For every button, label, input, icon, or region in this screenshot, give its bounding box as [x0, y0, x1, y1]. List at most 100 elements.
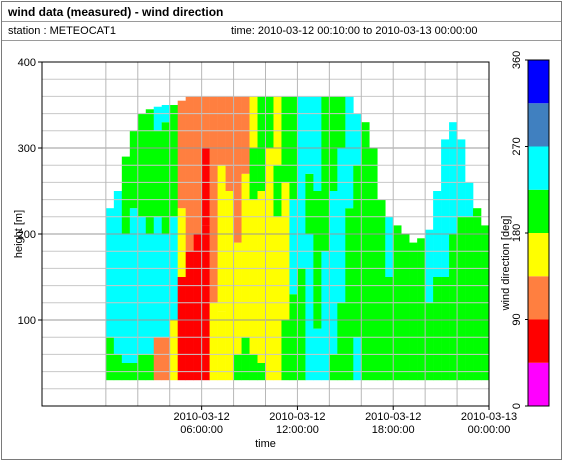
heatmap-cell: [169, 105, 178, 217]
heatmap-cell: [201, 96, 210, 148]
y-tick-label: 400: [18, 57, 36, 69]
heatmap-cell: [153, 216, 163, 338]
heatmap-cell: [153, 337, 163, 381]
heatmap-cell: [233, 242, 242, 355]
heatmap-cell: [137, 354, 147, 381]
heatmap-cell: [425, 302, 434, 381]
heatmap-cell: [417, 238, 426, 381]
heatmap-cell: [105, 337, 115, 381]
colorbar-label: wind direction [deg]: [500, 216, 512, 312]
x-axis-label: time: [255, 438, 276, 450]
time-range-label: time: 2010-03-12 00:10:00 to 2010-03-13 …: [231, 25, 478, 37]
heatmap-cell: [217, 165, 226, 312]
heatmap-cell: [201, 148, 210, 226]
station-label: station : METEOCAT1: [8, 25, 116, 37]
colorbar-tick-label: 90: [511, 313, 523, 325]
heatmap-cell: [305, 234, 314, 381]
x-tick-label: 12:00:00: [276, 424, 319, 436]
heatmap-cell: [409, 242, 418, 381]
heatmap-cell: [385, 216, 394, 277]
heatmap-cell: [185, 96, 194, 252]
heatmap-cell: [217, 311, 226, 381]
colorbar-bin: [528, 189, 549, 233]
info-bar: station : METEOCAT1 time: 2010-03-12 00:…: [2, 22, 561, 41]
heatmap-cell: [289, 199, 298, 295]
heatmap-cell: [153, 106, 163, 131]
heatmap-cell: [209, 302, 218, 381]
heatmap-cell: [465, 216, 474, 381]
colorbar-tick-label: 360: [511, 51, 523, 69]
x-tick-label: 2010-03-12: [365, 411, 421, 423]
heatmap-cell: [401, 234, 410, 381]
colorbar-tick-label: 0: [511, 403, 523, 409]
heatmap-cell: [161, 337, 171, 381]
title-bar: wind data (measured) - wind direction: [2, 2, 561, 22]
x-tick-label: 00:00:00: [468, 424, 511, 436]
colorbar-bin: [528, 362, 549, 406]
y-axis-label: height [m]: [13, 210, 25, 258]
heatmap-cell: [457, 139, 466, 217]
heatmap-cell: [193, 234, 202, 381]
heatmap-cell: [273, 216, 282, 381]
heatmap-cell: [337, 148, 346, 303]
heatmap-cell: [377, 199, 386, 381]
heatmap-cell: [329, 96, 338, 191]
heatmap-cell: [433, 277, 442, 381]
heatmap-cell: [177, 100, 186, 209]
heatmap-cell: [209, 182, 218, 303]
heatmap-cell: [473, 208, 482, 381]
heatmap-cell: [281, 96, 290, 183]
heatmap-cell: [233, 354, 242, 381]
heatmap-cell: [185, 251, 194, 381]
colorbar-tick-label: 270: [511, 137, 523, 155]
heatmap-cell: [257, 191, 266, 363]
heatmap-cell: [321, 251, 330, 381]
heatmap-cell: [265, 148, 274, 381]
x-tick-label: 2010-03-12: [174, 411, 230, 423]
heatmap-cell: [177, 208, 186, 277]
heatmap-cell: [265, 96, 274, 148]
heatmap-cell: [209, 96, 218, 183]
heatmap-cell: [321, 96, 330, 252]
heatmap-cell: [425, 229, 434, 303]
colorbar-bin: [528, 233, 549, 277]
heatmap-cell: [313, 191, 322, 329]
heatmap-cell: [449, 234, 458, 381]
heatmap-cell: [305, 173, 314, 234]
heatmap-cell: [345, 96, 354, 209]
heatmap-cell: [297, 268, 306, 381]
y-tick-label: 300: [18, 143, 36, 155]
heatmap-cell: [145, 109, 155, 234]
heatmap-cell: [241, 337, 250, 381]
y-tick-label: 100: [18, 315, 36, 327]
colorbar-bin: [528, 319, 549, 363]
heatmap-cell: [161, 122, 171, 234]
heatmap-cell: [169, 320, 178, 381]
heatmap-cell: [233, 130, 242, 243]
x-tick-label: 06:00:00: [180, 424, 223, 436]
heatmap-cell: [129, 130, 139, 209]
heatmap-cell: [257, 96, 266, 191]
y-tick-label: 200: [18, 229, 36, 241]
heatmap-cell: [153, 130, 163, 217]
heatmap-cell: [249, 354, 258, 381]
colorbar-bin: [528, 146, 549, 190]
heatmap-cell: [329, 191, 338, 355]
heatmap-cell: [329, 354, 338, 381]
heatmap-cell: [337, 96, 346, 148]
heatmap-cell: [225, 320, 234, 381]
heatmap-cell: [145, 354, 155, 381]
heatmap-cell: [353, 337, 362, 381]
heatmap-cell: [177, 277, 186, 381]
heatmap-cell: [273, 165, 282, 217]
heatmap-cell: [313, 96, 322, 191]
heatmap-cell: [345, 208, 354, 381]
heatmap-cell: [249, 199, 258, 355]
colorbar-bin: [528, 103, 549, 147]
heatmap-cell: [145, 234, 155, 355]
heatmap-cell: [337, 302, 346, 381]
chart-title: wind data (measured) - wind direction: [8, 5, 224, 19]
heatmap-cell: [441, 139, 450, 277]
x-tick-label: 2010-03-12: [269, 411, 325, 423]
